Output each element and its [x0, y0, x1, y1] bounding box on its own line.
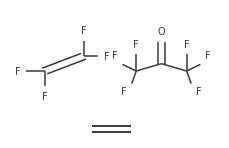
Text: O: O: [158, 27, 165, 37]
Text: F: F: [196, 87, 202, 97]
Text: F: F: [184, 40, 189, 50]
Text: F: F: [121, 87, 127, 97]
Text: F: F: [81, 25, 86, 36]
Text: F: F: [15, 67, 21, 77]
Text: F: F: [112, 51, 118, 61]
Text: F: F: [104, 52, 110, 62]
Text: F: F: [134, 40, 139, 50]
Text: F: F: [205, 51, 211, 61]
Text: F: F: [42, 92, 47, 102]
